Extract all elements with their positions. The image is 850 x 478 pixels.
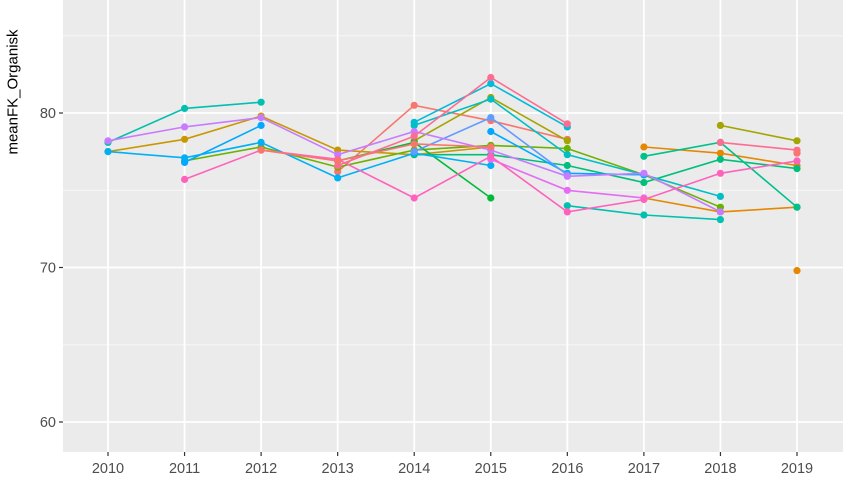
series-s11 [104,98,725,224]
x-tick-label: 2013 [322,461,354,477]
data-point [487,80,495,88]
data-point [716,121,725,129]
data-point [793,149,801,157]
data-point [563,202,571,210]
minor-gridlines [63,35,843,346]
data-point [716,149,725,157]
data-point [410,148,418,156]
x-tick-label: 2012 [245,461,277,477]
data-point [640,211,648,219]
data-point [104,148,112,156]
data-point [640,169,648,177]
data-point [487,152,495,160]
data-point [793,267,801,275]
plot-panel [63,0,843,452]
data-point [487,194,495,202]
data-point [563,161,571,170]
data-point [410,121,418,129]
data-point [257,98,265,106]
data-point [487,114,495,122]
data-point [563,120,571,128]
data-point [563,172,571,180]
data-point [181,158,189,166]
data-point [104,137,112,145]
data-point [640,178,648,187]
data-point [257,114,265,122]
y-axis: 60 70 80 [40,106,63,431]
x-tick-label: 2017 [628,461,660,477]
series-line [260,143,491,162]
series-line [107,141,491,179]
series-s13 [410,95,725,200]
data-point [487,95,495,103]
data-point [563,208,571,216]
x-tick-label: 2018 [704,461,736,477]
data-point [640,195,648,204]
data-point [487,127,495,136]
x-tick-label: 2015 [475,461,507,477]
data-point [716,208,725,216]
data-point [410,140,418,148]
series-line [720,141,798,151]
data-point [793,203,801,211]
y-tick-label: 60 [40,415,56,431]
data-point [410,101,418,109]
data-point [793,157,801,165]
y-axis-title-text: meanFK_Organisk [4,29,22,155]
data-point [487,161,495,170]
data-point [181,175,189,183]
data-point [716,169,725,177]
series-s21 [257,140,801,165]
series-s4 [793,267,801,275]
series-s17 [104,114,725,216]
data-point [716,192,725,200]
series-line [337,76,568,167]
series-line [107,115,491,156]
data-point [334,157,342,165]
y-tick-label: 80 [40,106,56,122]
data-point [716,155,725,163]
data-point [793,137,801,145]
data-point [257,121,265,129]
y-axis-title: meanFK_Organisk [2,0,24,478]
series-s20 [334,73,801,170]
data-point [487,73,495,82]
x-tick-label: 2014 [398,461,430,477]
data-point [640,152,648,160]
data-point [410,194,418,202]
x-tick-label: 2010 [92,461,124,477]
data-point [716,138,725,146]
data-point [181,104,189,112]
x-tick-label: 2019 [781,461,813,477]
data-point [257,146,265,154]
series-line [184,144,721,208]
x-tick-label: 2011 [169,461,200,477]
data-point [563,186,571,194]
data-point [563,137,571,145]
data-point [640,143,648,151]
y-tick-label: 70 [40,261,56,277]
data-point [181,123,189,131]
series-line [720,124,798,142]
data-series [104,73,801,275]
data-point [410,132,418,140]
data-point [257,138,265,146]
series-s16 [410,114,571,179]
data-point [563,151,571,159]
data-point [793,165,801,173]
data-point [563,144,571,153]
data-point [334,174,342,182]
data-point [181,135,189,143]
x-tick-label: 2016 [551,461,583,477]
data-point [487,143,495,151]
x-axis: 2010 2011 2012 2013 2014 2015 2016 2017 2018 2019 [92,452,813,477]
data-point [716,216,725,224]
series-line [184,124,262,164]
